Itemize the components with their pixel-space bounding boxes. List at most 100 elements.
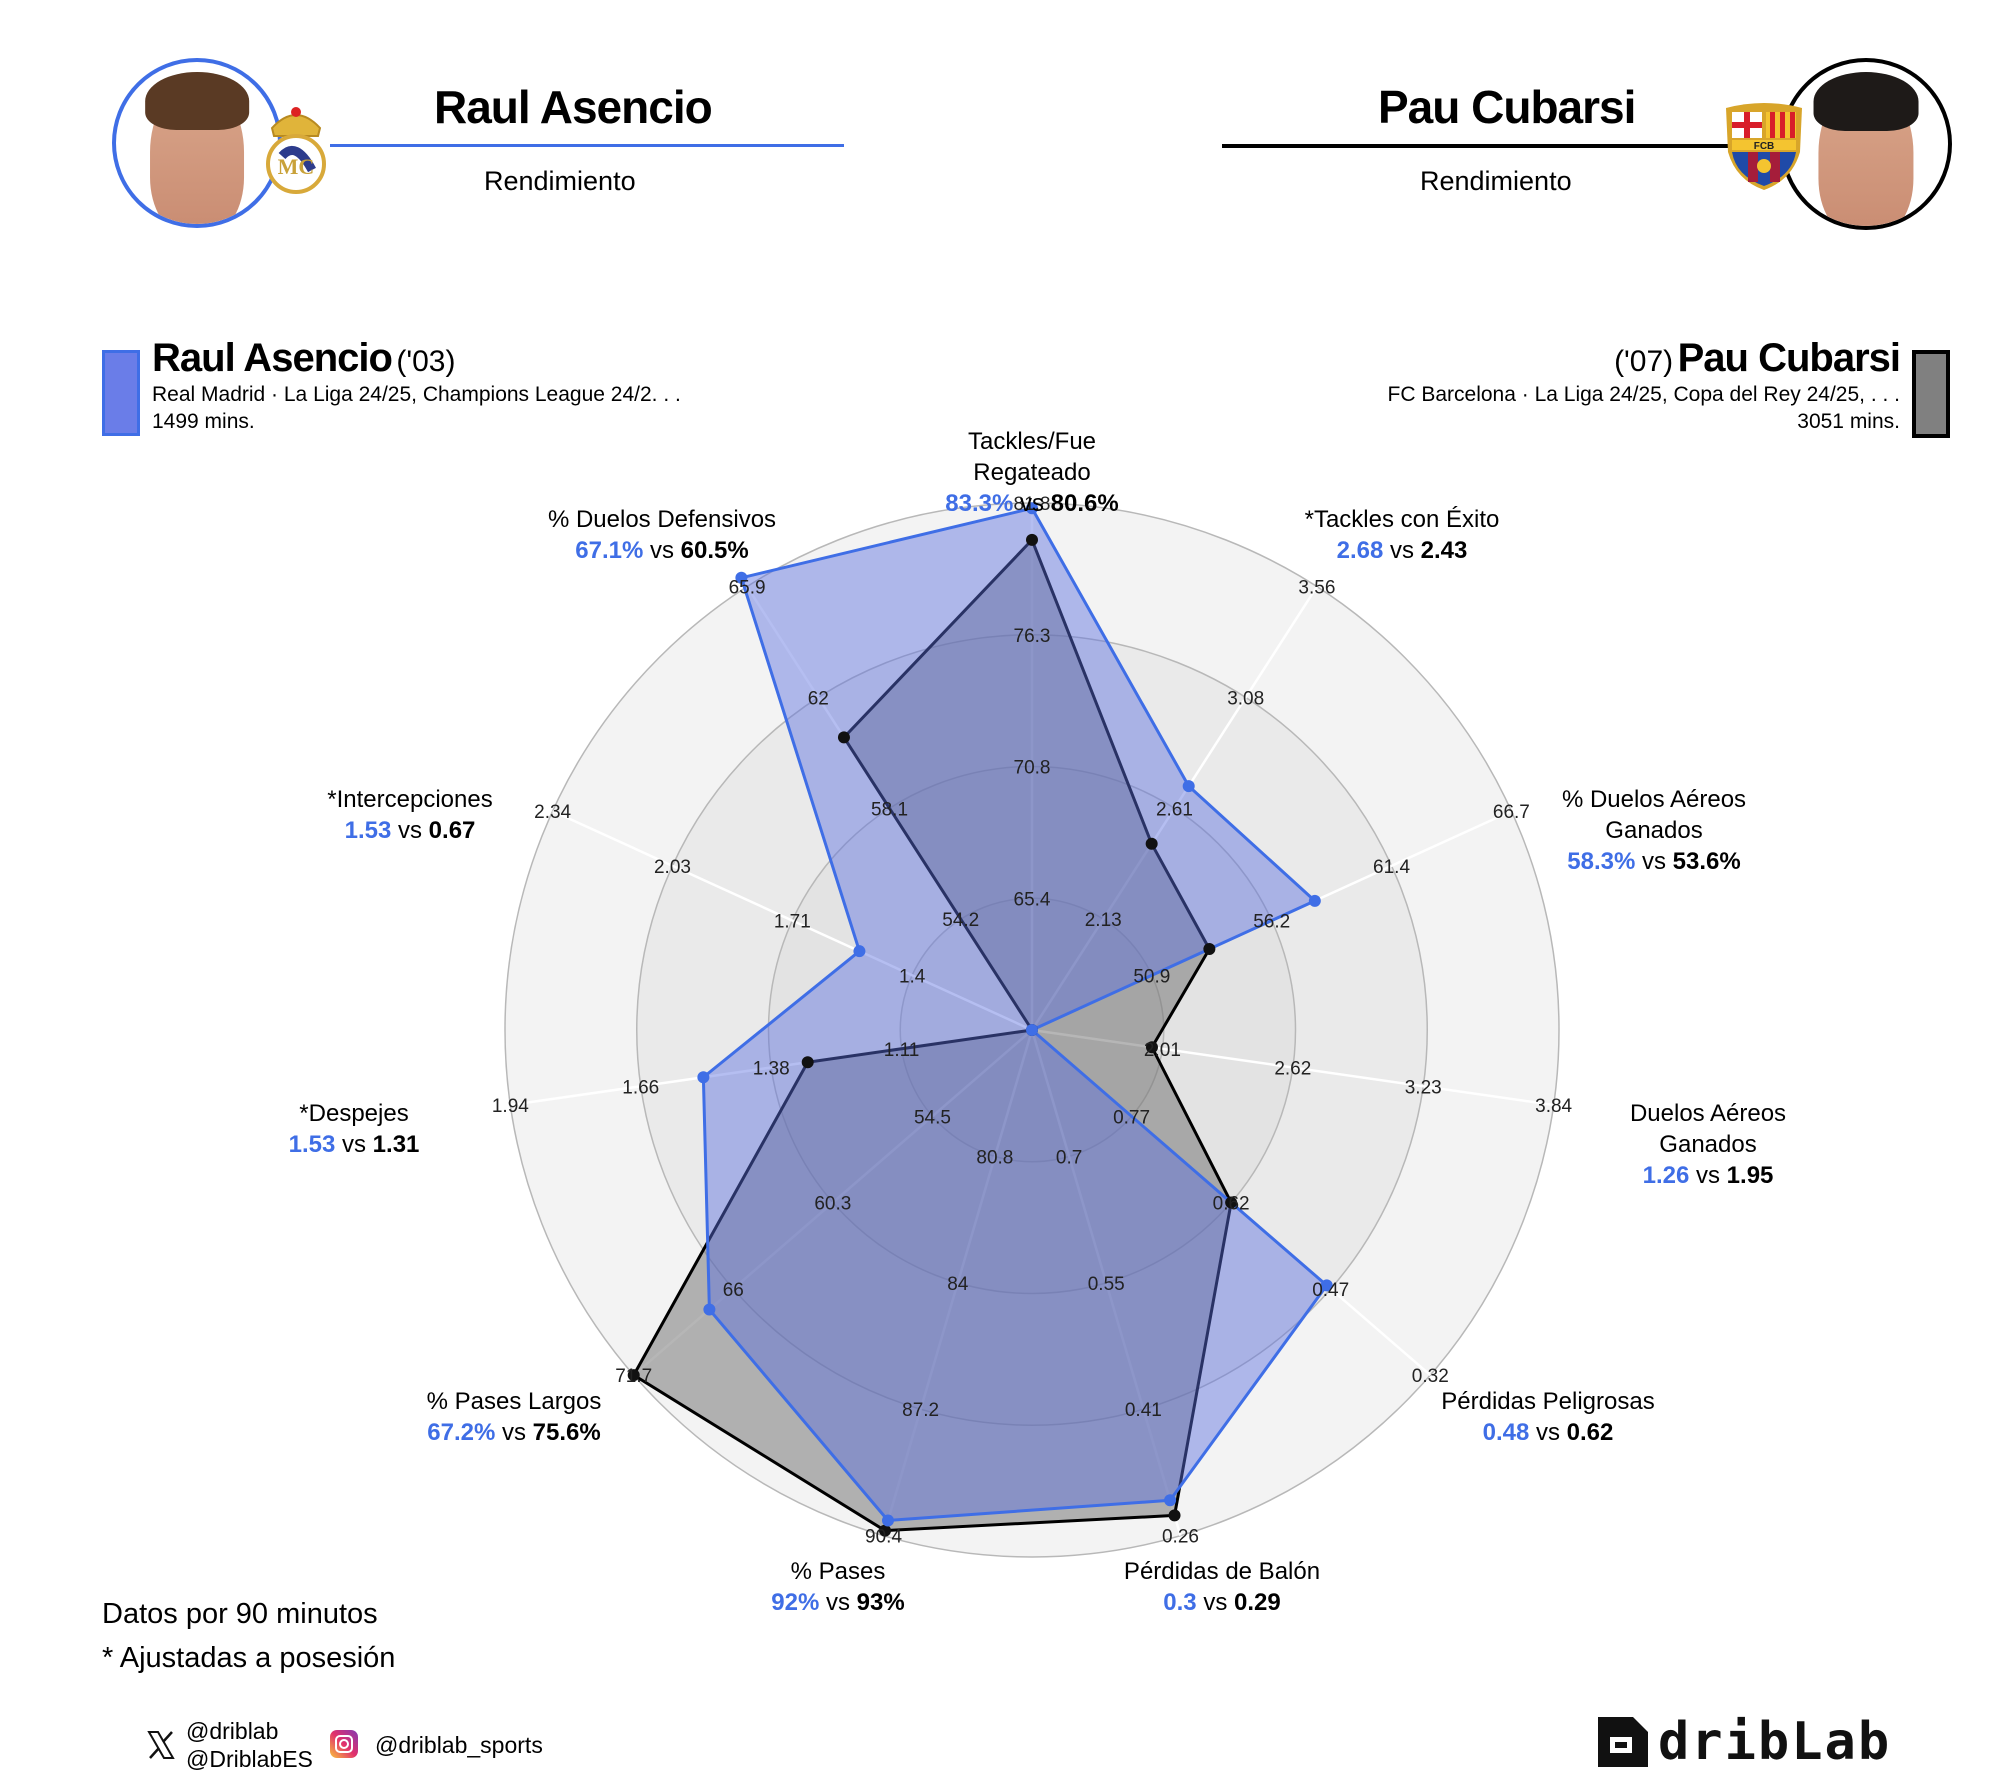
radar-tick-label: 54.5 [914, 1107, 951, 1128]
player2-data-point [1145, 1041, 1158, 1054]
player1-data-point [703, 1303, 716, 1316]
player1-data-point [1164, 1494, 1177, 1507]
player1-data-point [735, 571, 748, 584]
radar-tick-label: 0.77 [1113, 1107, 1150, 1128]
radar-tick-label: 62 [808, 688, 829, 709]
player2-legend-name: Pau Cubarsi [1677, 336, 1901, 380]
axis-label-tackles-fue-regateado: Tackles/Fue Regateado 83.3% vs 80.6% [945, 428, 1119, 517]
radar-tick-label: 0.7 [1056, 1147, 1082, 1168]
player1-data-point [1026, 502, 1038, 515]
radar-tick-label: 54.2 [942, 910, 979, 931]
radar-tick-label: 2.61 [1156, 799, 1193, 820]
player2-hair [1813, 71, 1919, 131]
radar-tick-label: 1.38 [753, 1059, 790, 1080]
player2-legend-minutes: 3051 mins. [1797, 410, 1900, 433]
player1-data-point [1320, 1279, 1333, 1292]
axis-label-pct-pases-largos: % Pases Largos 67.2% vs 75.6% [426, 1388, 602, 1446]
radar-tick-label: 1.94 [492, 1096, 529, 1117]
axis-label-pct-duelos-aereos: % Duelos Aéreos Ganados 58.3% vs 53.6% [1561, 786, 1747, 875]
radar-tick-label: 56.2 [1253, 912, 1290, 933]
player1-legend-swatch [102, 350, 140, 436]
player2-avatar [1780, 58, 1952, 230]
fc-barcelona-crest-icon: FCB [1726, 103, 1802, 190]
player1-header-name: Raul Asencio [434, 81, 713, 133]
player2-header-name: Pau Cubarsi [1378, 81, 1636, 133]
radar-tick-label: 2.13 [1085, 910, 1122, 931]
radar-tick-label: 2.62 [1274, 1059, 1311, 1080]
radar-tick-label: 71.7 [615, 1366, 652, 1387]
radar-tick-label: 70.8 [1014, 758, 1051, 779]
player2-data-point [1203, 942, 1216, 955]
radar-tick-label: 3.84 [1535, 1096, 1572, 1117]
radar-tick-label: 0.47 [1312, 1280, 1349, 1301]
radar-tick-label: 1.4 [899, 966, 926, 987]
radar-tick-label: 2.34 [534, 802, 571, 823]
x-twitter-icon [147, 1731, 175, 1759]
player2-legend: ('07) Pau Cubarsi FC Barcelona · La Liga… [1387, 336, 1901, 434]
player1-avatar [112, 58, 282, 228]
radar-tick-label: 2.01 [1144, 1040, 1181, 1061]
player1-legend-minutes: 1499 mins. [152, 410, 255, 433]
player2-legend-competitions: FC Barcelona · La Liga 24/25, Copa del R… [1387, 383, 1900, 406]
player1-legend-year: ('03) [396, 345, 456, 378]
footnote-per90: Datos por 90 minutos [102, 1598, 378, 1630]
player2-data-point [1168, 1509, 1181, 1522]
player2-header-underline [1222, 144, 1742, 148]
player2-header-subtitle: Rendimiento [1420, 166, 1572, 196]
player1-legend-name: Raul Asencio [152, 336, 393, 380]
player1-data-point [881, 1514, 894, 1527]
radar-tick-label: 50.9 [1133, 966, 1170, 987]
radar-tick-label: 1.66 [622, 1077, 659, 1098]
player2-data-point [1026, 533, 1038, 546]
player1-data-point [853, 945, 866, 958]
radar-tick-label: 0.55 [1088, 1274, 1125, 1295]
axis-label-despejes: *Despejes 1.53 vs 1.31 [288, 1100, 420, 1158]
radar-tick-label: 80.8 [976, 1147, 1013, 1168]
radar-tick-label: 84 [947, 1274, 969, 1295]
twitter-handle-2[interactable]: @DriblabES [186, 1746, 313, 1772]
axis-label-perdidas-balon: Pérdidas de Balón 0.3 vs 0.29 [1123, 1558, 1321, 1616]
radar-tick-label: 65.4 [1014, 889, 1051, 910]
radar-tick-label: 0.41 [1125, 1400, 1162, 1421]
axis-label-tackles-con-exito: *Tackles con Éxito 2.68 vs 2.43 [1304, 506, 1500, 564]
axis-label-pct-pases: % Pases 92% vs 93% [771, 1558, 905, 1616]
player1-data-point [1026, 1024, 1038, 1036]
driblab-logo: dribLab [1598, 1712, 1891, 1772]
player1-legend: Raul Asencio ('03) Real Madrid · La Liga… [152, 336, 681, 434]
player2-data-point [879, 1524, 892, 1537]
player2-data-point [801, 1056, 814, 1069]
axis-label-intercepciones: *Intercepciones 1.53 vs 0.67 [327, 786, 493, 844]
player1-data-point [1308, 894, 1321, 907]
svg-text:MC: MC [278, 154, 315, 179]
real-madrid-crest-icon: MC [266, 107, 326, 194]
radar-tick-label: 66.7 [1493, 802, 1530, 823]
player1-header-subtitle: Rendimiento [484, 166, 636, 196]
axis-label-pct-duelos-defensivos: % Duelos Defensivos 67.1% vs 60.5% [547, 506, 777, 564]
radar-tick-label: 61.4 [1373, 857, 1410, 878]
radar-tick-label: 90.4 [865, 1527, 902, 1548]
radar-tick-label: 0.62 [1213, 1194, 1250, 1215]
radar-tick-label: 87.2 [902, 1400, 939, 1421]
player2-data-point [837, 731, 850, 744]
driblab-logo-icon [1598, 1717, 1648, 1767]
player1-legend-competitions: Real Madrid · La Liga 24/25, Champions L… [152, 383, 681, 406]
player2-legend-year: ('07) [1614, 345, 1674, 378]
twitter-handle-1[interactable]: @driblab [186, 1718, 279, 1744]
instagram-icon [330, 1730, 358, 1758]
radar-tick-label: 3.08 [1227, 688, 1264, 709]
player1-data-point [1182, 780, 1195, 793]
radar-tick-label: 65.9 [729, 578, 766, 599]
radar-tick-label: 1.11 [884, 1040, 920, 1061]
radar-tick-label: 0.32 [1412, 1366, 1449, 1387]
svg-text:FCB: FCB [1754, 141, 1775, 152]
player2-data-point [627, 1369, 640, 1382]
radar-tick-label: 81.8 [1014, 494, 1051, 515]
axis-label-perdidas-peligrosas: Pérdidas Peligrosas 0.48 vs 0.62 [1441, 1388, 1655, 1446]
series-player2-area [632, 538, 1233, 1533]
radar-tick-label: 58.1 [871, 799, 908, 820]
player1-data-point [697, 1071, 710, 1084]
axis-label-duelos-aereos: Duelos Aéreos Ganados 1.26 vs 1.95 [1629, 1100, 1787, 1189]
instagram-handle[interactable]: @driblab_sports [375, 1732, 543, 1758]
footnote-possession: * Ajustadas a posesión [102, 1642, 396, 1674]
